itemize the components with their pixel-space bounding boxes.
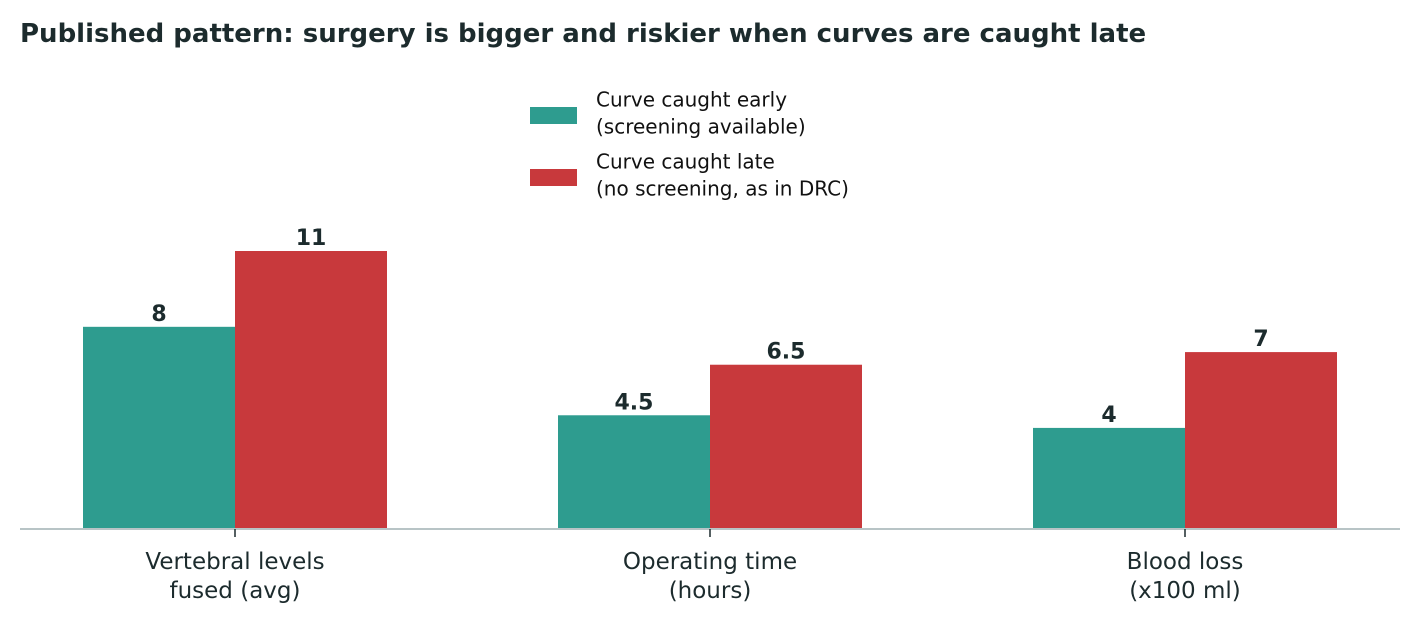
bar-value-label: 4 <box>1101 403 1116 428</box>
bar-late-1 <box>710 364 862 529</box>
x-ticks: Vertebral levels fused (avg) Operating tim… <box>145 529 1243 604</box>
bar-early-1 <box>558 415 710 529</box>
bar-labels: 8 4.5 4 11 6.5 7 <box>151 226 1268 428</box>
bar-value-label: 7 <box>1253 327 1268 352</box>
legend-swatch <box>530 169 577 186</box>
bar-late-2 <box>1185 352 1337 529</box>
bar-value-label: 8 <box>151 302 166 327</box>
legend-label: Curve caught late (no screening, as in DR… <box>596 150 849 201</box>
bar-value-label: 6.5 <box>767 340 806 365</box>
bar-value-label: 4.5 <box>615 390 654 415</box>
chart-title: Published pattern: surgery is bigger and… <box>20 19 1146 49</box>
legend-label: Curve caught early (screening available) <box>596 88 806 139</box>
bar-early-0 <box>83 326 235 529</box>
bars <box>83 251 1337 529</box>
x-tick-label: Blood loss (x100 ml) <box>1127 549 1244 604</box>
x-tick-label: Operating time (hours) <box>623 549 797 604</box>
x-tick-label: Vertebral levels fused (avg) <box>145 549 324 604</box>
bar-value-label: 11 <box>296 226 327 251</box>
legend-swatch <box>530 107 577 124</box>
bar-early-2 <box>1033 427 1185 529</box>
bar-late-0 <box>235 251 387 529</box>
legend: Curve caught early (screening available) C… <box>530 88 849 201</box>
